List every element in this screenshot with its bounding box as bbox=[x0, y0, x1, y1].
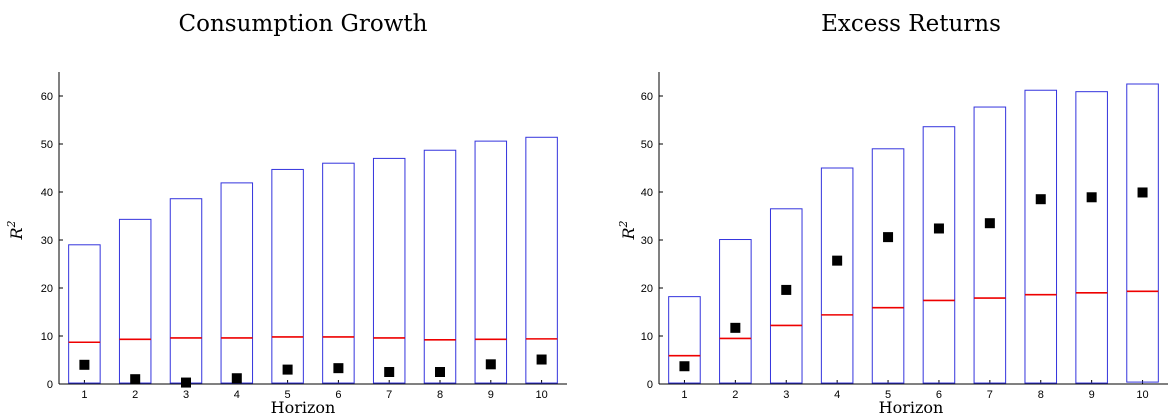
box-range bbox=[922, 126, 956, 384]
y-tick-label: 20 bbox=[641, 283, 653, 295]
y-axis-label-main: R bbox=[7, 227, 26, 240]
x-tick-label: 2 bbox=[132, 389, 138, 401]
data-point bbox=[333, 363, 344, 374]
x-tick-label: 8 bbox=[1038, 389, 1044, 401]
y-tick-label: 50 bbox=[641, 139, 653, 151]
x-tick-label: 6 bbox=[335, 389, 341, 401]
data-point bbox=[485, 359, 496, 370]
data-point bbox=[181, 377, 191, 388]
x-tick-label: 3 bbox=[183, 389, 189, 401]
box-range bbox=[1126, 83, 1159, 383]
y-tick-label: 0 bbox=[47, 379, 53, 391]
data-point bbox=[883, 232, 894, 243]
box-range bbox=[423, 149, 457, 384]
data-point bbox=[1035, 194, 1046, 205]
data-point bbox=[79, 359, 90, 370]
data-point bbox=[282, 364, 293, 375]
box-range bbox=[118, 218, 152, 384]
chart-consumption-growth: Consumption Growth Horizon R2 0102030405… bbox=[5, 11, 567, 416]
x-tick-label: 9 bbox=[488, 389, 494, 401]
box-range bbox=[1075, 91, 1108, 384]
data-point bbox=[231, 373, 242, 384]
x-axis-label: Horizon bbox=[879, 398, 944, 416]
x-tick-label: 10 bbox=[1136, 389, 1148, 401]
data-point bbox=[781, 284, 792, 295]
x-tick-label: 7 bbox=[987, 389, 993, 401]
data-point bbox=[984, 218, 995, 229]
box-range bbox=[474, 140, 508, 384]
data-point bbox=[435, 367, 445, 377]
chart-title: Excess Returns bbox=[821, 11, 1001, 37]
box-range bbox=[973, 106, 1007, 384]
x-axis-label: Horizon bbox=[271, 398, 336, 416]
data-point bbox=[1137, 187, 1148, 198]
box-range bbox=[68, 244, 101, 384]
plot-area: 0 10 20 30 40 50 60 1 2 3 4 5 6 7 8 9 10 bbox=[641, 72, 1168, 401]
x-tick-label: 1 bbox=[81, 389, 87, 401]
y-axis-label-main: R bbox=[619, 227, 638, 240]
box-range bbox=[719, 239, 752, 384]
box-range bbox=[322, 162, 355, 384]
y-axis-label-superscript: 2 bbox=[617, 220, 630, 228]
x-tick-label: 7 bbox=[386, 389, 392, 401]
x-tick-label: 4 bbox=[234, 389, 240, 401]
y-axis-label: R2 bbox=[5, 220, 26, 240]
x-tick-label: 2 bbox=[732, 389, 738, 401]
y-axis-label: R2 bbox=[617, 220, 638, 240]
x-tick-label: 8 bbox=[437, 389, 443, 401]
y-tick-label: 40 bbox=[41, 187, 53, 199]
x-tick-label: 3 bbox=[783, 389, 789, 401]
chart-title: Consumption Growth bbox=[179, 11, 428, 37]
y-tick-label: 40 bbox=[641, 187, 653, 199]
y-tick-label: 0 bbox=[647, 379, 653, 391]
y-tick-label: 30 bbox=[41, 235, 53, 247]
x-tick-label: 6 bbox=[936, 389, 942, 401]
x-tick-label: 10 bbox=[535, 389, 547, 401]
y-tick-label: 10 bbox=[41, 331, 53, 343]
box-range bbox=[220, 182, 254, 384]
data-point bbox=[730, 322, 741, 333]
data-point bbox=[536, 354, 547, 365]
x-tick-label: 4 bbox=[834, 389, 840, 401]
chart-excess-returns: Excess Returns Horizon R2 01020304050601… bbox=[617, 11, 1168, 416]
data-point bbox=[679, 361, 690, 372]
box-range bbox=[871, 148, 905, 384]
y-tick-label: 20 bbox=[41, 283, 53, 295]
box-range bbox=[372, 157, 406, 384]
data-point bbox=[384, 367, 395, 377]
y-tick-label: 60 bbox=[641, 91, 653, 103]
y-tick-label: 60 bbox=[41, 91, 53, 103]
box-range bbox=[769, 208, 803, 384]
box-range bbox=[271, 168, 304, 384]
y-tick-label: 30 bbox=[641, 235, 653, 247]
box-range bbox=[169, 198, 203, 384]
box-range bbox=[1024, 89, 1058, 384]
box-range bbox=[668, 296, 701, 384]
data-point bbox=[832, 255, 843, 266]
y-tick-label: 10 bbox=[641, 331, 653, 343]
x-tick-label: 9 bbox=[1089, 389, 1095, 401]
data-point bbox=[933, 223, 944, 234]
data-point bbox=[1086, 192, 1097, 203]
x-tick-label: 1 bbox=[681, 389, 687, 401]
y-tick-label: 50 bbox=[41, 139, 53, 151]
box-range bbox=[525, 136, 558, 384]
plot-area: 0 10 20 30 40 50 60 1 2 3 4 5 6 7 8 9 10 bbox=[41, 72, 567, 401]
x-tick-label: 5 bbox=[285, 389, 291, 401]
x-tick-label: 5 bbox=[885, 389, 891, 401]
data-point bbox=[130, 374, 141, 385]
box-range bbox=[820, 167, 854, 384]
y-axis-label-superscript: 2 bbox=[5, 220, 18, 228]
